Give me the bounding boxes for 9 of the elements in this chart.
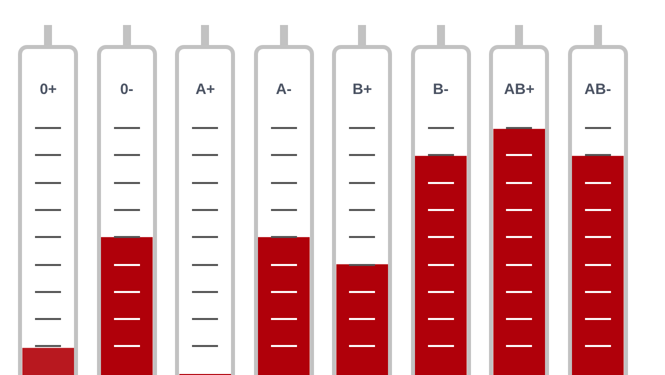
- bar: [22, 348, 74, 375]
- x-tick-label: 0+: [40, 81, 58, 98]
- x-tick-label: AB-: [584, 81, 612, 98]
- x-tick-label: AB+: [504, 81, 535, 98]
- x-tick-label: B+: [352, 81, 372, 98]
- x-tick-label: A-: [276, 81, 292, 98]
- x-tick-label: B-: [432, 81, 449, 98]
- x-tick-label: A+: [195, 81, 216, 98]
- x-tick-label: 0-: [120, 81, 134, 98]
